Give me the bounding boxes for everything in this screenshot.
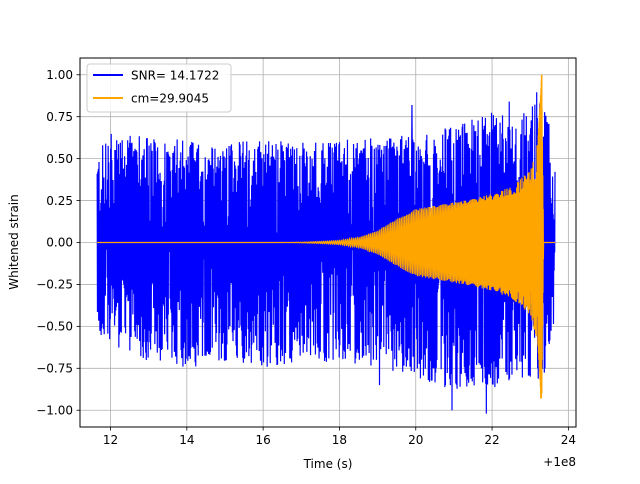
x-tick-label: 18 (332, 433, 347, 447)
y-tick-label: 0.75 (46, 110, 73, 124)
x-tick-label: 24 (561, 433, 576, 447)
x-tick-label: 20 (408, 433, 423, 447)
x-axis-offset-label: +1e8 (543, 455, 576, 469)
legend: SNR= 14.1722 cm=29.9045 (86, 63, 232, 113)
legend-label-snr: SNR= 14.1722 (131, 69, 219, 83)
x-tick-label: 22 (484, 433, 499, 447)
y-tick-label: 0.50 (46, 152, 73, 166)
x-tick-label: 16 (255, 433, 270, 447)
y-tick-label: 0.00 (46, 236, 73, 250)
x-tick-label: 12 (103, 433, 118, 447)
x-axis-label: Time (s) (303, 457, 353, 471)
y-axis-label: Whitened strain (7, 194, 21, 290)
axis-ticks: 12 14 16 18 20 22 24 −1.00 −0.75 −0.50 −0.25 0.00 0.… (36, 68, 576, 447)
plot-series (96, 74, 556, 414)
y-tick-label: −1.00 (36, 403, 73, 417)
series-cm-line (97, 74, 556, 399)
y-tick-label: −0.50 (36, 320, 73, 334)
legend-label-cm: cm=29.9045 (131, 92, 209, 106)
y-tick-label: −0.25 (36, 278, 73, 292)
x-tick-label: 14 (179, 433, 194, 447)
y-tick-label: −0.75 (36, 361, 73, 375)
y-tick-label: 1.00 (46, 68, 73, 82)
y-tick-label: 0.25 (46, 194, 73, 208)
